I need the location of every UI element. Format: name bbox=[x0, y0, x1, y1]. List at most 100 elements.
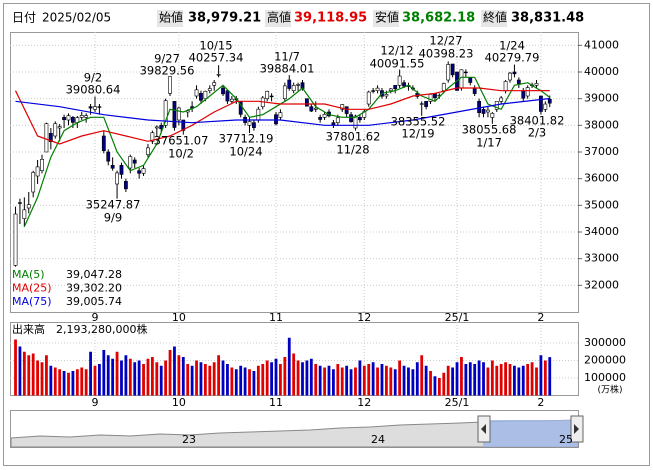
volume-bar bbox=[75, 369, 79, 396]
volume-bar bbox=[40, 362, 44, 396]
volume-bar bbox=[226, 364, 229, 396]
volume-bar bbox=[490, 360, 494, 396]
candle-body bbox=[79, 115, 84, 118]
navigator-label: 24 bbox=[371, 433, 385, 446]
x-tick-label: 10 bbox=[172, 311, 186, 324]
candle-body bbox=[499, 97, 504, 102]
x-tick-label: 10 bbox=[172, 396, 186, 409]
annotation-date: 9/9 bbox=[104, 211, 123, 225]
annotation-date: 9/27 bbox=[154, 52, 180, 66]
y-tick-label: 35000 bbox=[584, 198, 619, 211]
candle-body bbox=[123, 181, 128, 190]
candle-body bbox=[388, 88, 393, 91]
y-tick-label: 39000 bbox=[584, 92, 619, 105]
low-label: 安値 bbox=[375, 10, 399, 25]
annotation-price: 39080.64 bbox=[66, 83, 121, 97]
annotation-date: 2/3 bbox=[528, 126, 547, 140]
candle-body bbox=[274, 114, 278, 125]
volume-bar bbox=[115, 351, 119, 396]
volume-bar bbox=[181, 357, 185, 396]
label-box bbox=[481, 10, 507, 27]
volume-bar bbox=[367, 364, 371, 396]
volume-bar bbox=[429, 371, 432, 396]
candle-body bbox=[40, 159, 44, 171]
candle-body bbox=[309, 106, 314, 112]
handle-arrow bbox=[481, 424, 486, 434]
candle-body bbox=[163, 100, 168, 126]
volume-bar bbox=[305, 360, 309, 396]
candle-body bbox=[31, 172, 36, 193]
volume-bar bbox=[248, 369, 251, 396]
volume-bar bbox=[67, 372, 70, 396]
volume-bar bbox=[168, 350, 172, 396]
candle-body bbox=[486, 109, 490, 113]
annotation-price: 40279.79 bbox=[485, 51, 540, 65]
candle-body bbox=[463, 71, 468, 74]
volume-bar bbox=[389, 367, 393, 396]
candle-body bbox=[357, 117, 362, 121]
volume-bar bbox=[362, 365, 366, 396]
annotation-date: 9/2 bbox=[84, 71, 103, 85]
volume-bar bbox=[142, 364, 145, 396]
volume-unit: (万株) bbox=[597, 384, 622, 396]
annotation-date: 10/24 bbox=[229, 145, 262, 159]
candle-body bbox=[247, 121, 252, 126]
candle-body bbox=[419, 103, 424, 105]
volume-bar bbox=[482, 362, 485, 396]
candle-body bbox=[366, 91, 371, 105]
x-tick-label: 11 bbox=[269, 311, 283, 324]
volume-bar bbox=[371, 362, 375, 396]
legend-label: MA(75) bbox=[12, 295, 52, 308]
x-tick-label: 2 bbox=[537, 311, 544, 324]
candle-body bbox=[516, 79, 521, 84]
candle-body bbox=[110, 165, 115, 169]
y-tick-label: 41000 bbox=[584, 38, 619, 51]
x-tick-label: 25/1 bbox=[445, 311, 470, 324]
y-tick-label: 200000 bbox=[584, 354, 626, 367]
volume-bar bbox=[49, 365, 53, 396]
price-panel bbox=[10, 32, 579, 313]
candle-body bbox=[101, 135, 106, 152]
candle-body bbox=[181, 119, 186, 131]
volume-title: 出来高 bbox=[12, 322, 45, 336]
volume-bar bbox=[535, 367, 538, 396]
candle-body bbox=[216, 74, 221, 76]
volume-bar bbox=[437, 378, 441, 396]
label-box bbox=[157, 10, 183, 27]
volume-bar bbox=[146, 358, 150, 396]
x-tick-label: 12 bbox=[357, 311, 371, 324]
volume-bar bbox=[442, 372, 446, 396]
volume-bar bbox=[393, 369, 397, 396]
volume-bar bbox=[420, 355, 424, 396]
volume-bar bbox=[336, 364, 340, 396]
volume-bar bbox=[468, 362, 472, 396]
candle-body bbox=[66, 115, 71, 121]
candle-body bbox=[269, 95, 274, 98]
candle-body bbox=[132, 159, 137, 164]
volume-bar bbox=[543, 360, 547, 396]
annotation-price: 37801.62 bbox=[326, 130, 381, 144]
candle-body bbox=[371, 90, 376, 92]
candle-body bbox=[322, 113, 327, 118]
annotation-date: 10/2 bbox=[168, 147, 194, 161]
candle-body bbox=[48, 133, 53, 142]
handle-arrow bbox=[574, 424, 579, 434]
annotation-date: 11/28 bbox=[336, 143, 369, 157]
candle-body bbox=[397, 75, 402, 86]
candle-body bbox=[62, 117, 66, 121]
candle-body bbox=[331, 122, 336, 125]
candle-body bbox=[168, 76, 172, 94]
volume-bar bbox=[22, 351, 26, 396]
volume-bar bbox=[221, 360, 225, 396]
candle-body bbox=[521, 90, 526, 99]
volume-bar bbox=[195, 360, 198, 396]
annotation-price: 35247.87 bbox=[86, 198, 141, 212]
volume-bar bbox=[402, 365, 406, 396]
volume-bar bbox=[415, 362, 419, 396]
candle-body bbox=[119, 165, 124, 175]
navigator-window[interactable] bbox=[483, 420, 578, 447]
volume-bar bbox=[486, 367, 490, 396]
candle-body bbox=[384, 94, 389, 97]
legend-value: 39,005.74 bbox=[66, 295, 122, 308]
volume-bar bbox=[464, 364, 468, 396]
